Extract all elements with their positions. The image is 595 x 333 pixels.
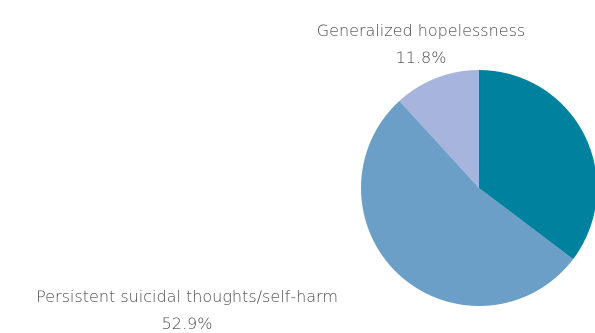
slice-value-persistent-suicidal-thoughts: 52.9%	[162, 314, 213, 333]
pie-slice-generalized-hopelessness	[399, 70, 479, 188]
pie-slice-unlabeled	[479, 70, 595, 260]
pie-slice-persistent-suicidal-thoughts	[361, 100, 574, 306]
slice-label-persistent-suicidal-thoughts: Persistent suicidal thoughts/self-harm	[36, 287, 338, 306]
pie-slices	[361, 70, 595, 306]
slice-value-generalized-hopelessness: 11.8%	[396, 48, 447, 67]
slice-label-generalized-hopelessness: Generalized hopelessness	[317, 21, 526, 40]
